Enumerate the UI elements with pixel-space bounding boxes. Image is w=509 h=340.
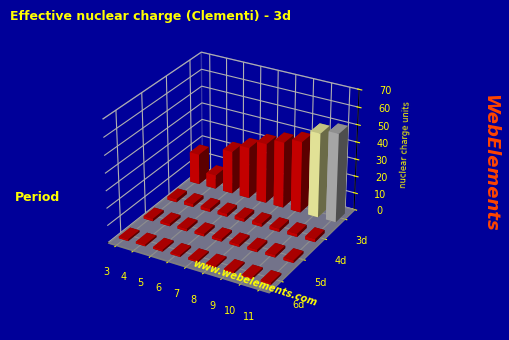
Text: Period: Period (15, 191, 61, 204)
Text: WebElements: WebElements (479, 94, 498, 232)
Text: www.webelements.com: www.webelements.com (191, 258, 318, 308)
Text: Effective nuclear charge (Clementi) - 3d: Effective nuclear charge (Clementi) - 3d (10, 10, 291, 23)
